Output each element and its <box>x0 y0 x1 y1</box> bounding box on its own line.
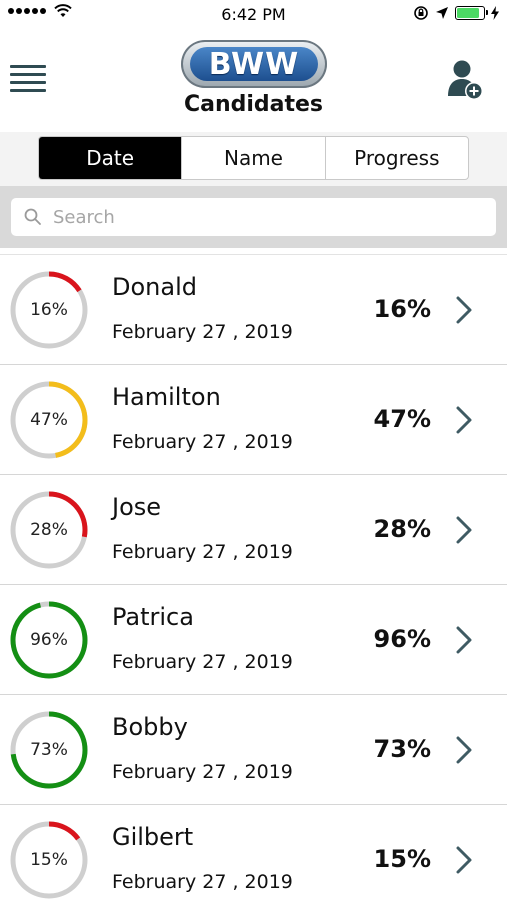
candidate-row[interactable]: 16% Donald February 27 , 2019 16% <box>0 254 507 364</box>
candidate-row[interactable]: 96% Patrica February 27 , 2019 96% <box>0 584 507 694</box>
status-right <box>413 5 499 21</box>
page-title: Candidates <box>183 92 324 117</box>
progress-ring <box>10 381 88 459</box>
search-icon <box>24 208 41 225</box>
progress-ring-label: 96% <box>30 630 68 650</box>
progress-ring <box>10 601 88 679</box>
orientation-lock-icon <box>414 6 428 20</box>
signal-strength-icon <box>8 8 46 14</box>
location-icon <box>436 7 448 19</box>
candidate-progress-percent: 47% <box>373 405 431 433</box>
menu-icon[interactable] <box>10 65 46 97</box>
progress-ring <box>10 271 88 349</box>
progress-ring-arc <box>10 491 88 569</box>
search-box[interactable] <box>11 198 496 236</box>
candidate-date: February 27 , 2019 <box>112 431 293 453</box>
chevron-right-icon[interactable] <box>455 625 473 655</box>
search-input[interactable] <box>51 205 495 229</box>
candidate-progress-percent: 15% <box>373 845 431 873</box>
battery-level <box>457 8 479 18</box>
candidate-date: February 27 , 2019 <box>112 871 293 893</box>
chevron-right-icon[interactable] <box>455 735 473 765</box>
candidate-row[interactable]: 47% Hamilton February 27 , 2019 47% <box>0 364 507 474</box>
add-user-icon[interactable] <box>445 58 485 102</box>
tab-progress[interactable]: Progress <box>324 137 468 179</box>
app-header: BWW Candidates <box>0 30 507 132</box>
candidate-date: February 27 , 2019 <box>112 541 293 563</box>
progress-ring-arc <box>10 711 88 789</box>
progress-ring <box>10 711 88 789</box>
tab-date[interactable]: Date <box>39 137 182 179</box>
candidate-progress-percent: 28% <box>373 515 431 543</box>
candidate-progress-percent: 16% <box>373 295 431 323</box>
candidate-name: Gilbert <box>112 823 194 851</box>
candidate-name: Hamilton <box>112 383 221 411</box>
candidate-date: February 27 , 2019 <box>112 321 293 343</box>
chevron-right-icon[interactable] <box>455 405 473 435</box>
status-bar: 6:42 PM <box>0 0 507 30</box>
candidate-name: Patrica <box>112 603 194 631</box>
candidate-name: Donald <box>112 273 197 301</box>
candidate-list: 16% Donald February 27 , 2019 16% 47% Hamilto… <box>0 254 507 914</box>
charging-icon <box>491 6 499 20</box>
battery-icon <box>455 6 488 20</box>
chevron-right-icon[interactable] <box>455 845 473 875</box>
candidate-progress-percent: 73% <box>373 735 431 763</box>
candidate-date: February 27 , 2019 <box>112 651 293 673</box>
chevron-right-icon[interactable] <box>455 515 473 545</box>
progress-ring-arc <box>10 821 88 899</box>
progress-ring-arc <box>10 271 88 349</box>
logo-text: BWW <box>190 47 318 82</box>
progress-ring <box>10 821 88 899</box>
progress-ring-label: 16% <box>30 300 68 320</box>
progress-ring-label: 15% <box>30 850 68 870</box>
progress-ring-label: 28% <box>30 520 68 540</box>
tab-name[interactable]: Name <box>181 137 324 179</box>
candidate-row[interactable]: 15% Gilbert February 27 , 2019 15% <box>0 804 507 914</box>
sort-segmented-control: Date Name Progress <box>38 136 469 180</box>
candidate-row[interactable]: 73% Bobby February 27 , 2019 73% <box>0 694 507 804</box>
status-time: 6:42 PM <box>221 5 286 24</box>
candidate-row[interactable]: 28% Jose February 27 , 2019 28% <box>0 474 507 584</box>
search-bar <box>0 186 507 248</box>
chevron-right-icon[interactable] <box>455 295 473 325</box>
candidate-name: Jose <box>112 493 162 521</box>
progress-ring-label: 73% <box>30 740 68 760</box>
candidate-date: February 27 , 2019 <box>112 761 293 783</box>
progress-ring-arc <box>10 381 88 459</box>
progress-ring-arc <box>10 601 88 679</box>
progress-ring <box>10 491 88 569</box>
status-left <box>8 4 72 18</box>
logo: BWW <box>181 40 327 88</box>
sort-bar: Date Name Progress <box>0 132 507 186</box>
candidate-progress-percent: 96% <box>373 625 431 653</box>
wifi-icon <box>54 4 72 17</box>
progress-ring-label: 47% <box>30 410 68 430</box>
candidate-name: Bobby <box>112 713 188 741</box>
